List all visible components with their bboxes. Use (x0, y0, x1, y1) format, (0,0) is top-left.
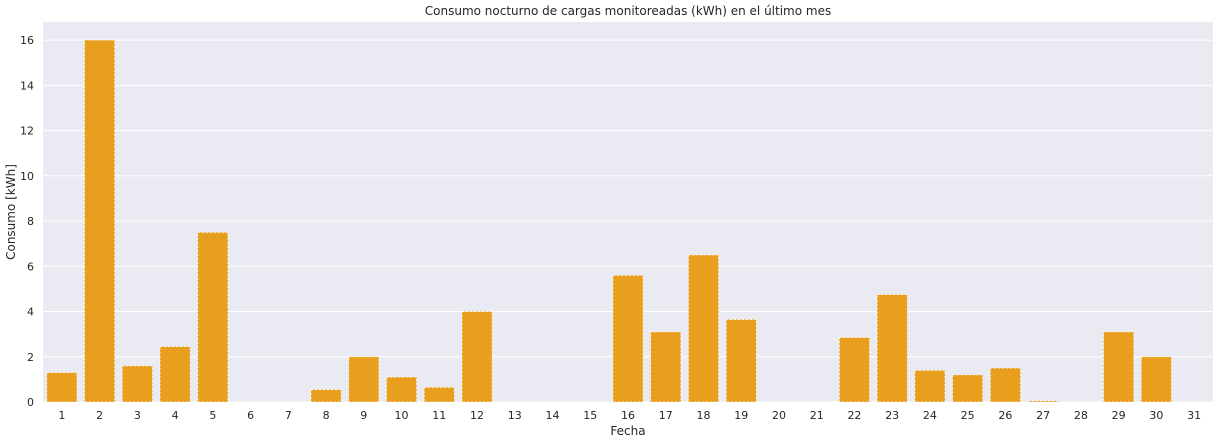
y-tick-label: 2 (27, 351, 34, 364)
bar-18 (688, 255, 718, 402)
y-tick-label: 6 (27, 260, 34, 273)
x-tick-label: 27 (1036, 409, 1050, 422)
bar-10 (386, 377, 416, 402)
x-tick-label: 16 (621, 409, 635, 422)
x-tick-label: 23 (885, 409, 899, 422)
bar-23 (877, 295, 907, 402)
x-tick-label: 9 (360, 409, 367, 422)
x-tick-labels: 1 2 3 4 5 6 7 8 9 10 11 12 13 14 15 16 17 18 19 20 21 22 23 24 2… (58, 409, 1201, 422)
bar-8 (311, 390, 341, 402)
x-tick-label: 3 (134, 409, 141, 422)
x-tick-label: 19 (734, 409, 748, 422)
x-tick-label: 31 (1187, 409, 1201, 422)
bar-16 (613, 275, 643, 402)
bar-19 (726, 319, 756, 402)
x-tick-label: 21 (810, 409, 824, 422)
x-tick-label: 28 (1074, 409, 1088, 422)
y-tick-label: 8 (27, 215, 34, 228)
bar-22 (839, 338, 869, 402)
x-tick-label: 29 (1112, 409, 1126, 422)
x-tick-label: 17 (659, 409, 673, 422)
y-tick-label: 12 (20, 125, 34, 138)
x-tick-label: 10 (395, 409, 409, 422)
x-tick-label: 30 (1149, 409, 1163, 422)
bar-9 (349, 357, 379, 402)
y-tick-label: 16 (20, 34, 34, 47)
bar-25 (953, 375, 983, 402)
bar-27 (1028, 401, 1058, 402)
x-tick-label: 26 (998, 409, 1012, 422)
x-tick-label: 5 (209, 409, 216, 422)
bar-3 (122, 366, 152, 402)
x-tick-label: 11 (432, 409, 446, 422)
x-tick-label: 14 (546, 409, 560, 422)
bar-1 (47, 373, 77, 402)
x-tick-label: 18 (696, 409, 710, 422)
y-tick-label: 14 (20, 79, 34, 92)
bar-2 (85, 40, 115, 402)
x-tick-label: 6 (247, 409, 254, 422)
bar-29 (1104, 332, 1134, 402)
x-tick-label: 15 (583, 409, 597, 422)
y-axis-label: Consumo [kWh] (4, 164, 18, 260)
x-tick-label: 1 (58, 409, 65, 422)
x-tick-label: 13 (508, 409, 522, 422)
chart-title: Consumo nocturno de cargas monitoreadas … (425, 4, 831, 18)
x-tick-label: 22 (847, 409, 861, 422)
x-tick-label: 12 (470, 409, 484, 422)
x-tick-label: 25 (961, 409, 975, 422)
x-tick-label: 7 (285, 409, 292, 422)
y-tick-label: 0 (27, 396, 34, 409)
x-axis-label: Fecha (610, 424, 645, 438)
bar-12 (462, 312, 492, 402)
x-tick-label: 20 (772, 409, 786, 422)
y-tick-label: 4 (27, 306, 34, 319)
bar-11 (424, 387, 454, 402)
y-tick-labels: 0 2 4 6 8 10 12 14 16 (20, 34, 34, 409)
bar-17 (651, 332, 681, 402)
x-tick-label: 4 (172, 409, 179, 422)
x-tick-label: 2 (96, 409, 103, 422)
x-tick-label: 24 (923, 409, 937, 422)
bar-4 (160, 347, 190, 402)
bar-26 (990, 368, 1020, 402)
y-tick-label: 10 (20, 170, 34, 183)
bar-30 (1141, 357, 1171, 402)
bar-5 (198, 232, 228, 402)
x-tick-label: 8 (323, 409, 330, 422)
bar-24 (915, 370, 945, 402)
